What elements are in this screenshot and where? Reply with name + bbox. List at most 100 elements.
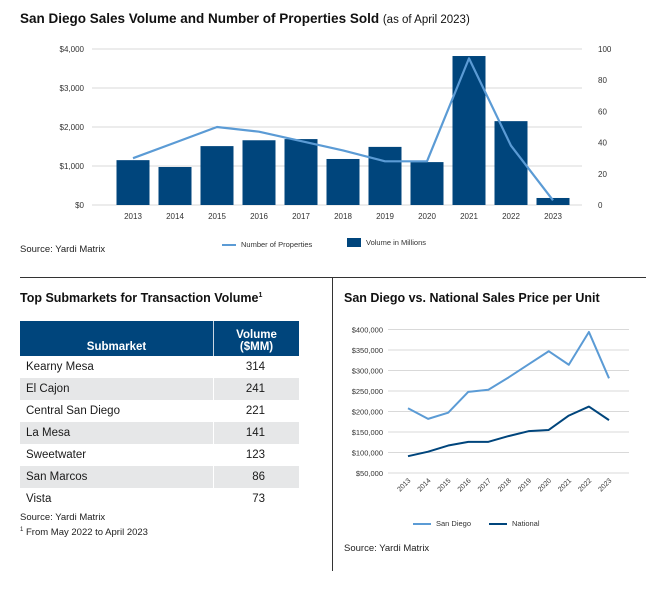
top-chart-title: San Diego Sales Volume and Number of Pro… [20, 11, 470, 26]
y-right-tick-label: 40 [598, 139, 607, 148]
x-tick-label: 2020 [418, 212, 436, 221]
x-tick-label: 2014 [417, 477, 433, 493]
bar-2020 [410, 162, 444, 205]
x-tick-label: 2017 [292, 212, 310, 221]
submarket-volume: 123 [245, 449, 265, 461]
y-tick-label: $100,000 [352, 449, 383, 458]
x-tick-label: 2015 [208, 212, 226, 221]
price-per-unit-chart: $50,000 $100,000 $150,000 $200,000 $250,000 $… [352, 326, 629, 493]
y-tick-label: $50,000 [356, 469, 383, 478]
table-title: Top Submarkets for Transaction Volume1 [20, 291, 262, 305]
footnote-text: From May 2022 to April 2023 [25, 527, 148, 539]
y-left-tick-label: $4,000 [60, 45, 85, 54]
bar-2023 [536, 197, 570, 205]
header-volume-line1: Volume [236, 329, 277, 341]
x-tick-label: 2017 [477, 477, 493, 493]
table-row: Sweetwater 123 [20, 444, 299, 466]
table-row: Central San Diego 221 [20, 400, 299, 422]
y-left-tick-label: $2,000 [60, 123, 85, 132]
x-tick-label: 2021 [557, 477, 573, 493]
submarket-volume: 221 [245, 405, 265, 417]
y-right-tick-label: 60 [598, 107, 607, 116]
top-chart-title-note: (as of April 2023) [382, 14, 470, 26]
legend-label: Volume in Millions [366, 238, 427, 247]
legend-line-swatch [413, 522, 431, 525]
price-chart-title: San Diego vs. National Sales Price per U… [344, 291, 600, 305]
submarket-name: Kearny Mesa [20, 356, 214, 378]
submarket-name: El Cajon [20, 378, 214, 400]
header-volume: Volume ($MM) [213, 321, 299, 356]
line-san-diego [407, 330, 610, 420]
table-source: Source: Yardi Matrix [20, 512, 106, 523]
table-row: Vista 73 [20, 488, 299, 510]
submarket-name: Central San Diego [20, 400, 214, 422]
x-tick-label: 2022 [577, 477, 593, 493]
line-number-of-properties [132, 57, 554, 201]
legend-box-swatch [347, 238, 361, 247]
legend-san-diego: San Diego [413, 519, 471, 528]
y-tick-label: $300,000 [352, 367, 383, 376]
table-header-row: Submarket Volume ($MM) [20, 321, 299, 356]
bar-2016 [242, 140, 276, 205]
x-tick-label: 2016 [457, 477, 473, 493]
table-row: La Mesa 141 [20, 422, 299, 444]
legend-line-swatch [222, 243, 236, 246]
x-tick-label: 2013 [396, 477, 412, 493]
submarkets-table: Submarket Volume ($MM) Kearny Mesa 314 El C… [20, 321, 299, 510]
y-tick-label: $250,000 [352, 387, 383, 396]
x-tick-label: 2023 [597, 477, 613, 493]
legend-line-swatch [489, 522, 507, 525]
bar-2014 [158, 166, 192, 205]
submarket-name: Vista [20, 488, 214, 510]
submarket-name: San Marcos [20, 466, 214, 488]
legend-label: Number of Properties [241, 240, 313, 249]
x-tick-label: 2019 [376, 212, 394, 221]
bar-2022 [494, 121, 528, 205]
y-right-tick-label: 80 [598, 76, 607, 85]
table-footnote: 1 From May 2022 to April 2023 [20, 527, 148, 538]
section-divider-horizontal [20, 277, 646, 278]
y-left-tick-label: $0 [75, 201, 84, 210]
section-divider-vertical [332, 277, 333, 571]
footnote-mark: 1 [20, 527, 24, 533]
x-tick-label: 2016 [250, 212, 268, 221]
x-tick-label: 2019 [517, 477, 533, 493]
y-right-tick-label: 20 [598, 170, 607, 179]
x-tick-label: 2018 [334, 212, 352, 221]
table-row: San Marcos 86 [20, 466, 299, 488]
x-tick-label: 2020 [537, 477, 553, 493]
bar-2013 [116, 160, 150, 205]
x-tick-label: 2021 [460, 212, 478, 221]
x-tick-label: 2022 [502, 212, 520, 221]
y-tick-label: $350,000 [352, 346, 383, 355]
x-tick-label: 2023 [544, 212, 562, 221]
submarket-volume: 141 [213, 422, 299, 444]
submarket-name: La Mesa [20, 422, 214, 444]
legend-number-of-properties: Number of Properties [222, 240, 312, 249]
submarket-volume: 73 [252, 493, 265, 505]
volume-properties-chart: $0 $1,000 $2,000 $3,000 $4,000 0 20 40 60 80 100 20… [60, 45, 612, 221]
submarket-volume: 241 [213, 378, 299, 400]
top-chart-source: Source: Yardi Matrix [20, 244, 106, 255]
y-tick-label: $400,000 [352, 326, 383, 335]
bar-2018 [326, 158, 360, 205]
submarket-name: Sweetwater [20, 444, 214, 466]
x-tick-label: 2013 [124, 212, 142, 221]
legend-national: National [489, 519, 540, 528]
bar-2015 [200, 146, 234, 205]
y-left-tick-label: $3,000 [60, 84, 85, 93]
bar-2019 [368, 146, 402, 205]
bar-2017 [284, 139, 318, 205]
top-chart-title-text: San Diego Sales Volume and Number of Pro… [20, 11, 380, 26]
table-row: Kearny Mesa 314 [20, 356, 299, 378]
table-title-text: Top Submarkets for Transaction Volume [20, 291, 259, 305]
table-row: El Cajon 241 [20, 378, 299, 400]
legend-label: National [512, 519, 540, 528]
y-tick-label: $200,000 [352, 408, 383, 417]
table-title-footnote-mark: 1 [258, 291, 263, 299]
x-tick-label: 2014 [166, 212, 184, 221]
submarket-volume: 314 [245, 361, 265, 373]
y-tick-label: $150,000 [352, 428, 383, 437]
y-right-tick-label: 100 [598, 45, 612, 54]
bar-2021 [452, 56, 486, 205]
